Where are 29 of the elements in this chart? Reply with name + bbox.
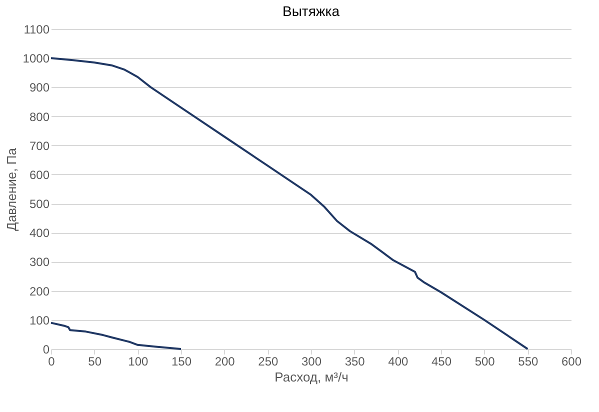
- x-tick-label: 200: [214, 354, 236, 368]
- x-tick-label: 500: [474, 354, 496, 368]
- y-tick-label: 1100: [24, 22, 50, 36]
- x-axis-title: Расход, м³/ч: [274, 370, 348, 384]
- y-tick-label: 400: [29, 226, 50, 240]
- x-tick-label: 50: [88, 354, 102, 368]
- y-tick-label: 700: [29, 138, 50, 153]
- x-tick-label: 150: [171, 354, 192, 368]
- y-tick-label: 800: [29, 110, 50, 124]
- y-tick-label: 0: [42, 342, 50, 356]
- x-tick-label: 100: [128, 354, 148, 368]
- chart-title: Вытяжка: [282, 3, 340, 19]
- x-tick-label: 350: [344, 354, 366, 368]
- y-axis-title: Давление, Па: [4, 147, 19, 231]
- x-tick-label: 550: [518, 354, 538, 368]
- y-tick-label: 300: [29, 255, 50, 270]
- y-tick-label: 200: [29, 284, 50, 298]
- y-tick-label: 500: [29, 197, 50, 212]
- x-tick-label: 400: [388, 354, 408, 368]
- x-tick-label: 250: [258, 354, 278, 368]
- x-tick-label: 600: [561, 354, 582, 368]
- line-series: [50, 57, 529, 350]
- y-tick-label: 100: [29, 313, 50, 328]
- x-tick-label: 450: [431, 354, 452, 368]
- y-tick-label: 600: [29, 168, 50, 182]
- y-tick-label: 1000: [22, 52, 50, 66]
- x-tick-label: 300: [301, 354, 322, 368]
- y-tick-label: 900: [29, 80, 50, 95]
- line-series: [50, 322, 182, 350]
